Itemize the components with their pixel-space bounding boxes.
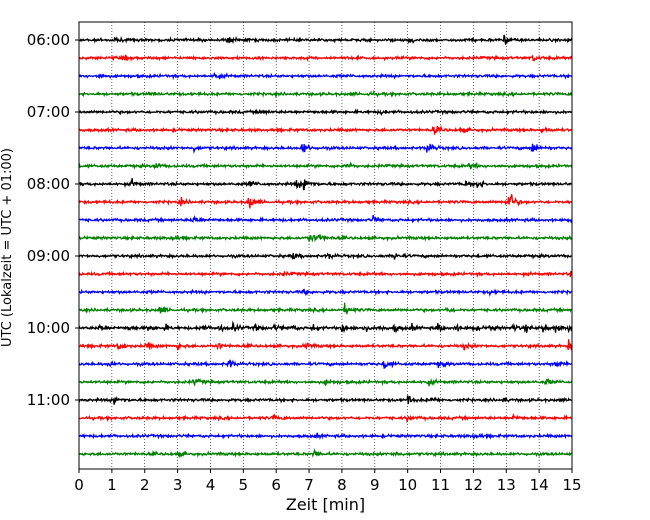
trace-1130	[79, 432, 572, 441]
x-tick-label: 8	[337, 476, 347, 494]
trace-0615	[79, 54, 572, 63]
y-axis-label: UTC (Lokalzeit = UTC + 01:00)	[0, 148, 15, 347]
trace-1030	[79, 359, 572, 369]
vertical-gridlines	[111, 22, 540, 469]
trace-0700	[79, 108, 572, 116]
trace-0815	[79, 194, 572, 209]
trace-1115	[79, 412, 572, 424]
trace-0845	[79, 233, 572, 243]
x-tick-label: 14	[530, 476, 549, 494]
trace-0730	[79, 143, 572, 155]
trace-0600	[79, 34, 572, 45]
trace-1000	[79, 320, 572, 334]
x-axis: 0 1 2 3 4 5 6 7 8 9 10 11 12 13 14 15	[74, 469, 582, 494]
plot-frame	[78, 21, 573, 470]
x-tick-label: 10	[398, 476, 417, 494]
y-tick-label: 07:00	[27, 103, 70, 121]
x-tick-label: 7	[304, 476, 314, 494]
plot-area	[79, 22, 572, 469]
trace-0915	[79, 270, 572, 279]
trace-0630	[79, 71, 572, 81]
x-tick-label: 4	[206, 476, 216, 494]
x-tick-label: 1	[107, 476, 117, 494]
trace-0645	[79, 89, 572, 99]
trace-1045	[79, 377, 572, 387]
trace-0800	[79, 177, 572, 191]
x-tick-label: 0	[74, 476, 84, 494]
y-tick-label: 06:00	[27, 31, 70, 49]
traces	[79, 34, 572, 459]
trace-0715	[79, 124, 572, 135]
trace-0930	[79, 288, 572, 297]
x-tick-label: 3	[173, 476, 183, 494]
trace-0900	[79, 252, 572, 261]
x-tick-label: 6	[271, 476, 281, 494]
trace-1100	[79, 395, 572, 405]
trace-0945	[79, 302, 572, 315]
y-tick-label: 09:00	[27, 247, 70, 265]
x-tick-label: 9	[370, 476, 380, 494]
x-tick-label: 2	[140, 476, 150, 494]
y-tick-label: 11:00	[27, 391, 70, 409]
x-axis-label: Zeit [min]	[286, 495, 365, 514]
y-tick-label: 10:00	[27, 319, 70, 337]
x-tick-label: 12	[464, 476, 483, 494]
trace-1145	[79, 447, 572, 459]
trace-0745	[79, 161, 572, 170]
x-tick-label: 11	[431, 476, 450, 494]
x-tick-label: 13	[497, 476, 516, 494]
trace-1015	[79, 339, 572, 352]
x-tick-label: 5	[239, 476, 249, 494]
y-axis: 06:00 07:00 08:00 09:00 10:00 11:00	[27, 31, 79, 409]
trace-0830	[79, 214, 572, 224]
x-tick-label: 15	[562, 476, 581, 494]
y-tick-label: 08:00	[27, 175, 70, 193]
